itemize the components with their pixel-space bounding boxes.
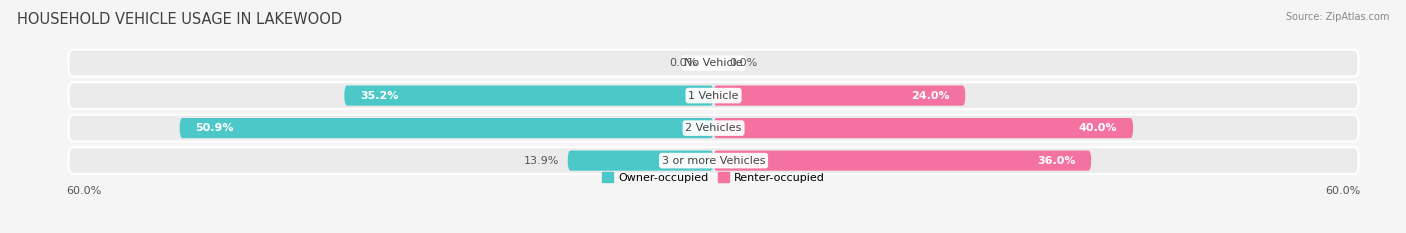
FancyBboxPatch shape [713,86,966,106]
Text: No Vehicle: No Vehicle [685,58,742,68]
Legend: Owner-occupied, Renter-occupied: Owner-occupied, Renter-occupied [598,168,830,187]
Text: Source: ZipAtlas.com: Source: ZipAtlas.com [1285,12,1389,22]
Text: 50.9%: 50.9% [195,123,233,133]
FancyBboxPatch shape [713,151,1091,171]
FancyBboxPatch shape [180,118,713,138]
FancyBboxPatch shape [69,147,1358,174]
Text: HOUSEHOLD VEHICLE USAGE IN LAKEWOOD: HOUSEHOLD VEHICLE USAGE IN LAKEWOOD [17,12,342,27]
Text: 1 Vehicle: 1 Vehicle [689,91,738,101]
Text: 40.0%: 40.0% [1078,123,1118,133]
FancyBboxPatch shape [69,50,1358,76]
Text: 13.9%: 13.9% [524,156,560,166]
FancyBboxPatch shape [69,82,1358,109]
FancyBboxPatch shape [568,151,713,171]
FancyBboxPatch shape [713,118,1133,138]
Text: 0.0%: 0.0% [730,58,758,68]
Text: 24.0%: 24.0% [911,91,949,101]
FancyBboxPatch shape [69,115,1358,141]
Text: 0.0%: 0.0% [669,58,697,68]
Text: 35.2%: 35.2% [360,91,398,101]
FancyBboxPatch shape [344,86,713,106]
Text: 3 or more Vehicles: 3 or more Vehicles [662,156,765,166]
Text: 2 Vehicles: 2 Vehicles [685,123,742,133]
Text: 36.0%: 36.0% [1036,156,1076,166]
